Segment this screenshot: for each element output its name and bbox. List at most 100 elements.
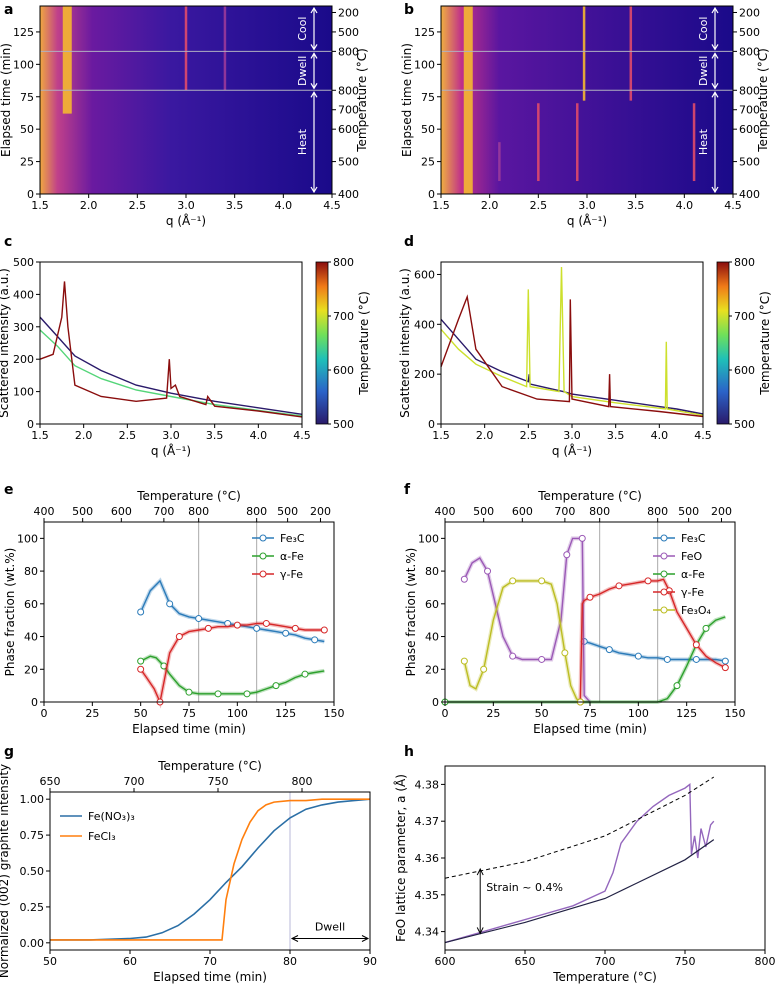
lattice-line — [444, 783, 715, 944]
phase-line — [463, 580, 585, 703]
spectrum-line — [440, 266, 704, 416]
top-tick-label: 800 — [589, 505, 610, 518]
legend-marker — [259, 570, 267, 578]
y-tick-label: 20 — [24, 663, 38, 676]
stage-label: Cool — [296, 17, 309, 41]
y-tick-label: 50 — [421, 123, 435, 136]
x-tick-label: 4.0 — [250, 429, 268, 442]
x-tick-label: 150 — [324, 707, 345, 720]
diffraction-streak — [537, 103, 540, 182]
phase-marker — [509, 577, 517, 585]
x-tick-label: 4.5 — [694, 429, 712, 442]
y-tick-label: 0 — [27, 418, 34, 431]
y-tick-label: 600 — [414, 268, 435, 281]
y-tick-label: 25 — [421, 156, 435, 169]
x-tick-label: 3.0 — [563, 429, 581, 442]
x-tick-label: 60 — [123, 955, 137, 968]
top-axis-label: Temperature (°C) — [136, 489, 241, 503]
phase-marker — [563, 551, 571, 559]
y-axis-label: Scattered intensity (a.u.) — [398, 268, 412, 418]
y-tick-label: 0 — [432, 696, 439, 709]
x-tick-label: 70 — [203, 955, 217, 968]
phase-marker — [663, 655, 671, 663]
x-tick-label: 125 — [275, 707, 296, 720]
x-axis-label: Elapsed time (min) — [153, 970, 267, 984]
lattice-line — [444, 839, 715, 944]
phase-marker — [311, 636, 319, 644]
colorbar — [315, 261, 329, 425]
temp-tick-label: 400 — [338, 188, 359, 201]
top-tick-label: 800 — [188, 505, 209, 518]
colorbar — [716, 261, 730, 425]
phase-marker — [137, 608, 145, 616]
diffraction-streak — [576, 103, 579, 182]
top-tick-label: 500 — [473, 505, 494, 518]
x-tick-label: 80 — [283, 955, 297, 968]
x-tick-label: 3.5 — [627, 199, 645, 212]
x-tick-label: 4.0 — [275, 199, 293, 212]
y-tick-label: 80 — [425, 565, 439, 578]
axes-frame — [39, 261, 303, 425]
x-tick-label: 50 — [43, 955, 57, 968]
top-tick-label: 500 — [277, 505, 298, 518]
x-tick-label: 700 — [595, 955, 616, 968]
x-tick-label: 800 — [755, 955, 776, 968]
x-tick-label: 3.0 — [578, 199, 596, 212]
x-tick-label: 2.5 — [129, 199, 147, 212]
x-axis-label: Elapsed time (min) — [533, 722, 647, 736]
stage-arrow-heads — [711, 52, 719, 90]
panel-f: 0 25 50 75 100 125 150 0 20 40 60 80 100 Elapsed time… — [404, 482, 746, 736]
panel-label: d — [404, 234, 414, 250]
legend-marker — [660, 570, 668, 578]
top-tick-label: 500 — [678, 505, 699, 518]
temp-tick-label: 500 — [338, 156, 359, 169]
top-tick-label: 700 — [554, 505, 575, 518]
phase-marker — [204, 624, 212, 632]
y-tick-label: 200 — [414, 368, 435, 381]
top-tick-label: 200 — [711, 505, 732, 518]
legend-marker — [660, 534, 668, 542]
top-tick-label: 500 — [72, 505, 93, 518]
y-tick-label: 0.75 — [20, 829, 45, 842]
y-tick-label: 0 — [31, 696, 38, 709]
phase-marker — [320, 626, 328, 634]
top-tick-label: 650 — [40, 775, 61, 788]
phase-marker — [673, 682, 681, 690]
legend-label: α-Fe — [280, 550, 304, 563]
phase-marker — [137, 665, 145, 673]
dwell-arrow-heads — [290, 935, 370, 942]
x-tick-label: 0 — [41, 707, 48, 720]
temp-axis-label: Temperature (°C) — [756, 48, 770, 153]
phase-marker — [272, 682, 280, 690]
temp-tick-label: 500 — [739, 26, 760, 39]
y-tick-label: 400 — [13, 288, 34, 301]
colorbar-tick-label: 500 — [734, 418, 755, 431]
top-tick-label: 200 — [310, 505, 331, 518]
y-tick-label: 60 — [24, 598, 38, 611]
panel-e: 0 25 50 75 100 125 150 0 20 40 60 80 100 Elapsed time… — [3, 482, 345, 736]
phase-marker — [253, 624, 261, 632]
panel-label: a — [4, 2, 13, 18]
top-axis-label: Temperature (°C) — [537, 489, 642, 503]
phase-line — [445, 616, 726, 703]
colorbar-tick-label: 800 — [734, 256, 755, 269]
x-tick-label: 4.0 — [651, 429, 669, 442]
top-tick-label: 400 — [34, 505, 55, 518]
panel-a: 1.5 2.0 2.5 3.0 3.5 4.0 4.5 0 25 50 75 100 125 q (Å⁻¹… — [0, 2, 369, 228]
panel-g: 50 60 70 80 90 0.00 0.25 0.50 0.75 1.00 Elapsed ti… — [0, 744, 377, 984]
x-tick-label: 2.5 — [119, 429, 137, 442]
panel-h: 600 650 700 750 800 4.34 4.35 4.36 4.37 4.38 Tempe… — [393, 744, 776, 984]
phase-marker — [538, 577, 546, 585]
y-tick-label: 20 — [425, 663, 439, 676]
top-axis-label: Temperature (°C) — [157, 759, 262, 773]
spectrum-line — [39, 329, 303, 417]
phase-marker — [634, 652, 642, 660]
y-axis-label: Phase fraction (wt.%) — [3, 548, 17, 677]
y-tick-label: 0.00 — [20, 937, 45, 950]
x-tick-label: 3.0 — [177, 199, 195, 212]
colorbar-tick-label: 800 — [333, 256, 354, 269]
stage-arrow-heads — [711, 6, 719, 51]
legend-label: Fe₃C — [681, 532, 706, 545]
x-tick-label: 90 — [363, 955, 377, 968]
y-tick-label: 1.00 — [20, 793, 45, 806]
